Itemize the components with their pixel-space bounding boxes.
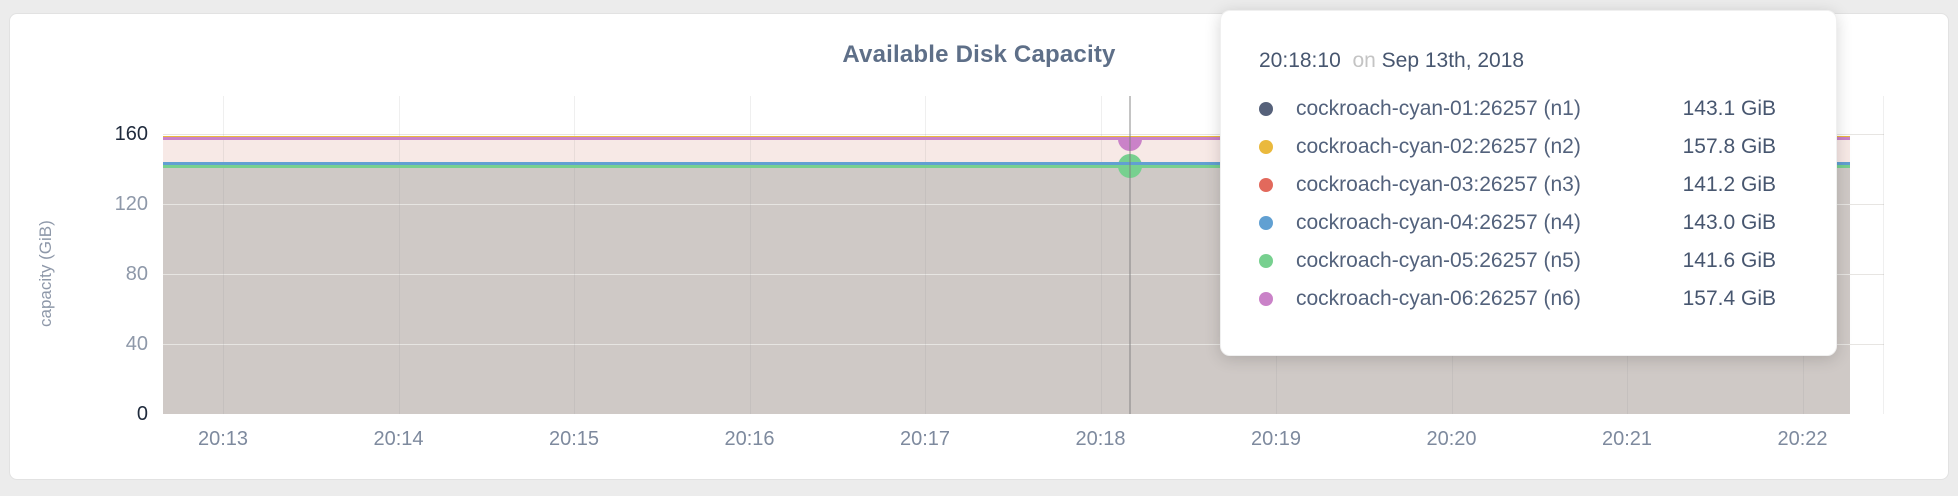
series-name: cockroach-cyan-04:26257 (n4) [1296,211,1581,234]
series-color-dot [1259,140,1273,154]
y-tick-label: 40 [125,333,148,355]
series-color-dot [1259,216,1273,230]
horizontal-gridline [163,204,1884,205]
tooltip-rows: cockroach-cyan-01:26257 (n1) 143.1 GiB coc… [1259,90,1776,318]
y-tick-label: 160 [114,123,148,145]
x-tick-label: 20:19 [1250,428,1302,450]
vertical-gridline [574,96,575,414]
tooltip-time: 20:18:10 [1259,49,1341,72]
plot-right-boundary [1883,96,1884,414]
series-line-n6 [163,137,1850,141]
series-line-n5 [163,164,1850,168]
series-lines-layer [163,96,1884,414]
x-tick-label: 20:21 [1601,428,1653,450]
series-line-n4 [163,162,1850,166]
tooltip-on-text: on [1352,49,1376,72]
series-name: cockroach-cyan-05:26257 (n5) [1296,249,1581,272]
series-value: 141.6 GiB [1682,249,1776,272]
tooltip-series-row: cockroach-cyan-03:26257 (n3) 141.2 GiB [1259,166,1776,204]
hover-marker-n6 [1117,138,1142,151]
tooltip-date: Sep 13th, 2018 [1381,49,1525,72]
x-tick-label: 20:22 [1777,428,1828,450]
series-value: 157.8 GiB [1682,135,1776,158]
vertical-gridline [223,96,224,414]
series-name: cockroach-cyan-02:26257 (n2) [1296,135,1581,158]
series-color-dot [1259,292,1273,306]
vertical-gridline [749,96,751,414]
series-color-dot [1259,178,1273,192]
crosshair-layer [163,96,1884,414]
x-tick-label: 20:18 [1075,428,1126,450]
series-name: cockroach-cyan-01:26257 (n1) [1296,97,1581,120]
crosshair-line [1128,96,1131,414]
series-value: 141.2 GiB [1682,173,1776,196]
y-tick-label: 80 [125,263,148,285]
vertical-gridline [398,96,400,414]
tooltip-series-row: cockroach-cyan-06:26257 (n6) 157.4 GiB [1259,280,1776,318]
vertical-gridline [925,96,926,414]
x-tick-label: 20:13 [197,428,249,450]
x-tick-label: 20:15 [548,428,600,450]
series-color-dot [1259,254,1273,268]
tooltip-header: 20:18:10 on Sep 13th, 2018 [1259,49,1776,73]
tooltip-series-row: cockroach-cyan-04:26257 (n4) 143.0 GiB [1259,204,1776,242]
x-tick-label: 20:17 [899,428,951,450]
x-tick-label: 20:16 [724,428,775,450]
vertical-gridline [1100,96,1102,414]
series-value: 143.0 GiB [1682,211,1776,234]
series-name: cockroach-cyan-03:26257 (n3) [1296,173,1581,196]
horizontal-gridline [163,134,1884,135]
horizontal-gridline [163,274,1884,275]
y-tick-label: 0 [136,403,148,425]
series-color-dot [1259,102,1273,116]
tooltip-series-row: cockroach-cyan-05:26257 (n5) 141.6 GiB [1259,242,1776,280]
tooltip-series-row: cockroach-cyan-01:26257 (n1) 143.1 GiB [1259,90,1776,128]
x-tick-label: 20:14 [373,428,424,450]
series-value: 157.4 GiB [1682,287,1776,310]
y-axis-label: capacity (GiB) [36,220,55,328]
chart-title: Available Disk Capacity [842,41,1116,68]
series-value: 143.1 GiB [1682,97,1776,120]
series-name: cockroach-cyan-06:26257 (n6) [1296,287,1581,310]
y-tick-label: 120 [114,193,148,215]
x-tick-label: 20:20 [1426,428,1477,450]
tooltip-series-row: cockroach-cyan-02:26257 (n2) 157.8 GiB [1259,128,1776,166]
horizontal-gridline [163,344,1884,345]
hover-tooltip: 20:18:10 on Sep 13th, 2018 cockroach-cya… [1220,10,1837,356]
